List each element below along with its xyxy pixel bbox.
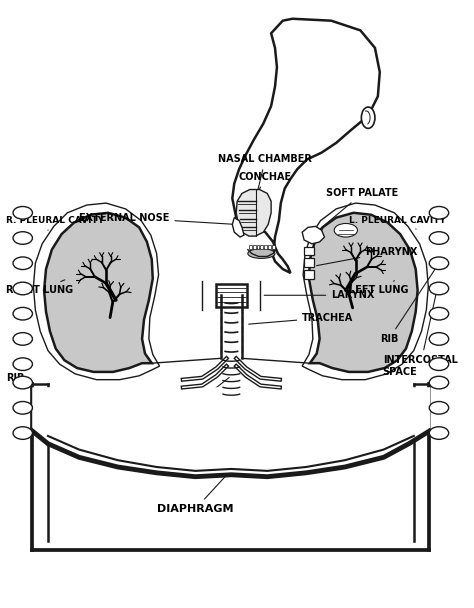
Bar — [304, 270, 314, 279]
Ellipse shape — [13, 308, 32, 320]
Polygon shape — [302, 226, 325, 244]
Ellipse shape — [13, 427, 32, 440]
Text: SOFT PALATE: SOFT PALATE — [316, 188, 399, 232]
Text: EXTERNAL NOSE: EXTERNAL NOSE — [79, 213, 233, 224]
Polygon shape — [236, 190, 271, 236]
Bar — [216, 283, 247, 307]
Ellipse shape — [13, 376, 32, 389]
Bar — [249, 245, 252, 249]
Text: RIGHT LUNG: RIGHT LUNG — [6, 280, 73, 295]
Ellipse shape — [13, 232, 32, 244]
Ellipse shape — [361, 107, 375, 128]
Ellipse shape — [13, 358, 32, 370]
Ellipse shape — [429, 333, 449, 345]
Ellipse shape — [429, 401, 449, 414]
Ellipse shape — [429, 308, 449, 320]
Text: RIB: RIB — [6, 361, 25, 383]
Text: R. PLEURAL CAVITY: R. PLEURAL CAVITY — [6, 216, 104, 230]
Polygon shape — [232, 218, 244, 237]
Text: INTERCOSTAL
SPACE: INTERCOSTAL SPACE — [383, 283, 457, 377]
Bar — [256, 245, 259, 249]
Ellipse shape — [13, 282, 32, 295]
Bar — [304, 247, 314, 255]
Bar — [272, 245, 275, 249]
Ellipse shape — [429, 282, 449, 295]
Text: LEFT LUNG: LEFT LUNG — [349, 281, 408, 295]
Text: L. PLEURAL CAVITY: L. PLEURAL CAVITY — [349, 216, 446, 229]
Ellipse shape — [13, 333, 32, 345]
Bar — [268, 245, 271, 249]
Ellipse shape — [334, 224, 357, 237]
Text: NASAL CHAMBER: NASAL CHAMBER — [219, 154, 312, 193]
Ellipse shape — [429, 427, 449, 440]
Text: TRACHEA: TRACHEA — [249, 313, 354, 324]
Text: BRONCHI: BRONCHI — [175, 378, 229, 405]
Ellipse shape — [429, 358, 449, 370]
Ellipse shape — [429, 207, 449, 219]
Ellipse shape — [429, 376, 449, 389]
Text: DIAPHRAGM: DIAPHRAGM — [157, 472, 234, 514]
Ellipse shape — [429, 257, 449, 269]
Bar — [260, 245, 264, 249]
Text: PHARYNX: PHARYNX — [317, 247, 418, 266]
Ellipse shape — [13, 401, 32, 414]
Text: CONCHAE: CONCHAE — [239, 171, 292, 207]
Polygon shape — [44, 213, 153, 372]
Bar — [253, 245, 255, 249]
Ellipse shape — [13, 207, 32, 219]
Ellipse shape — [429, 232, 449, 244]
Text: LARYNX: LARYNX — [264, 290, 374, 300]
Polygon shape — [232, 19, 380, 273]
Ellipse shape — [13, 257, 32, 269]
Ellipse shape — [248, 249, 275, 258]
Bar — [264, 245, 267, 249]
Bar — [304, 258, 314, 267]
Text: RIB: RIB — [380, 266, 438, 344]
Polygon shape — [309, 213, 418, 372]
